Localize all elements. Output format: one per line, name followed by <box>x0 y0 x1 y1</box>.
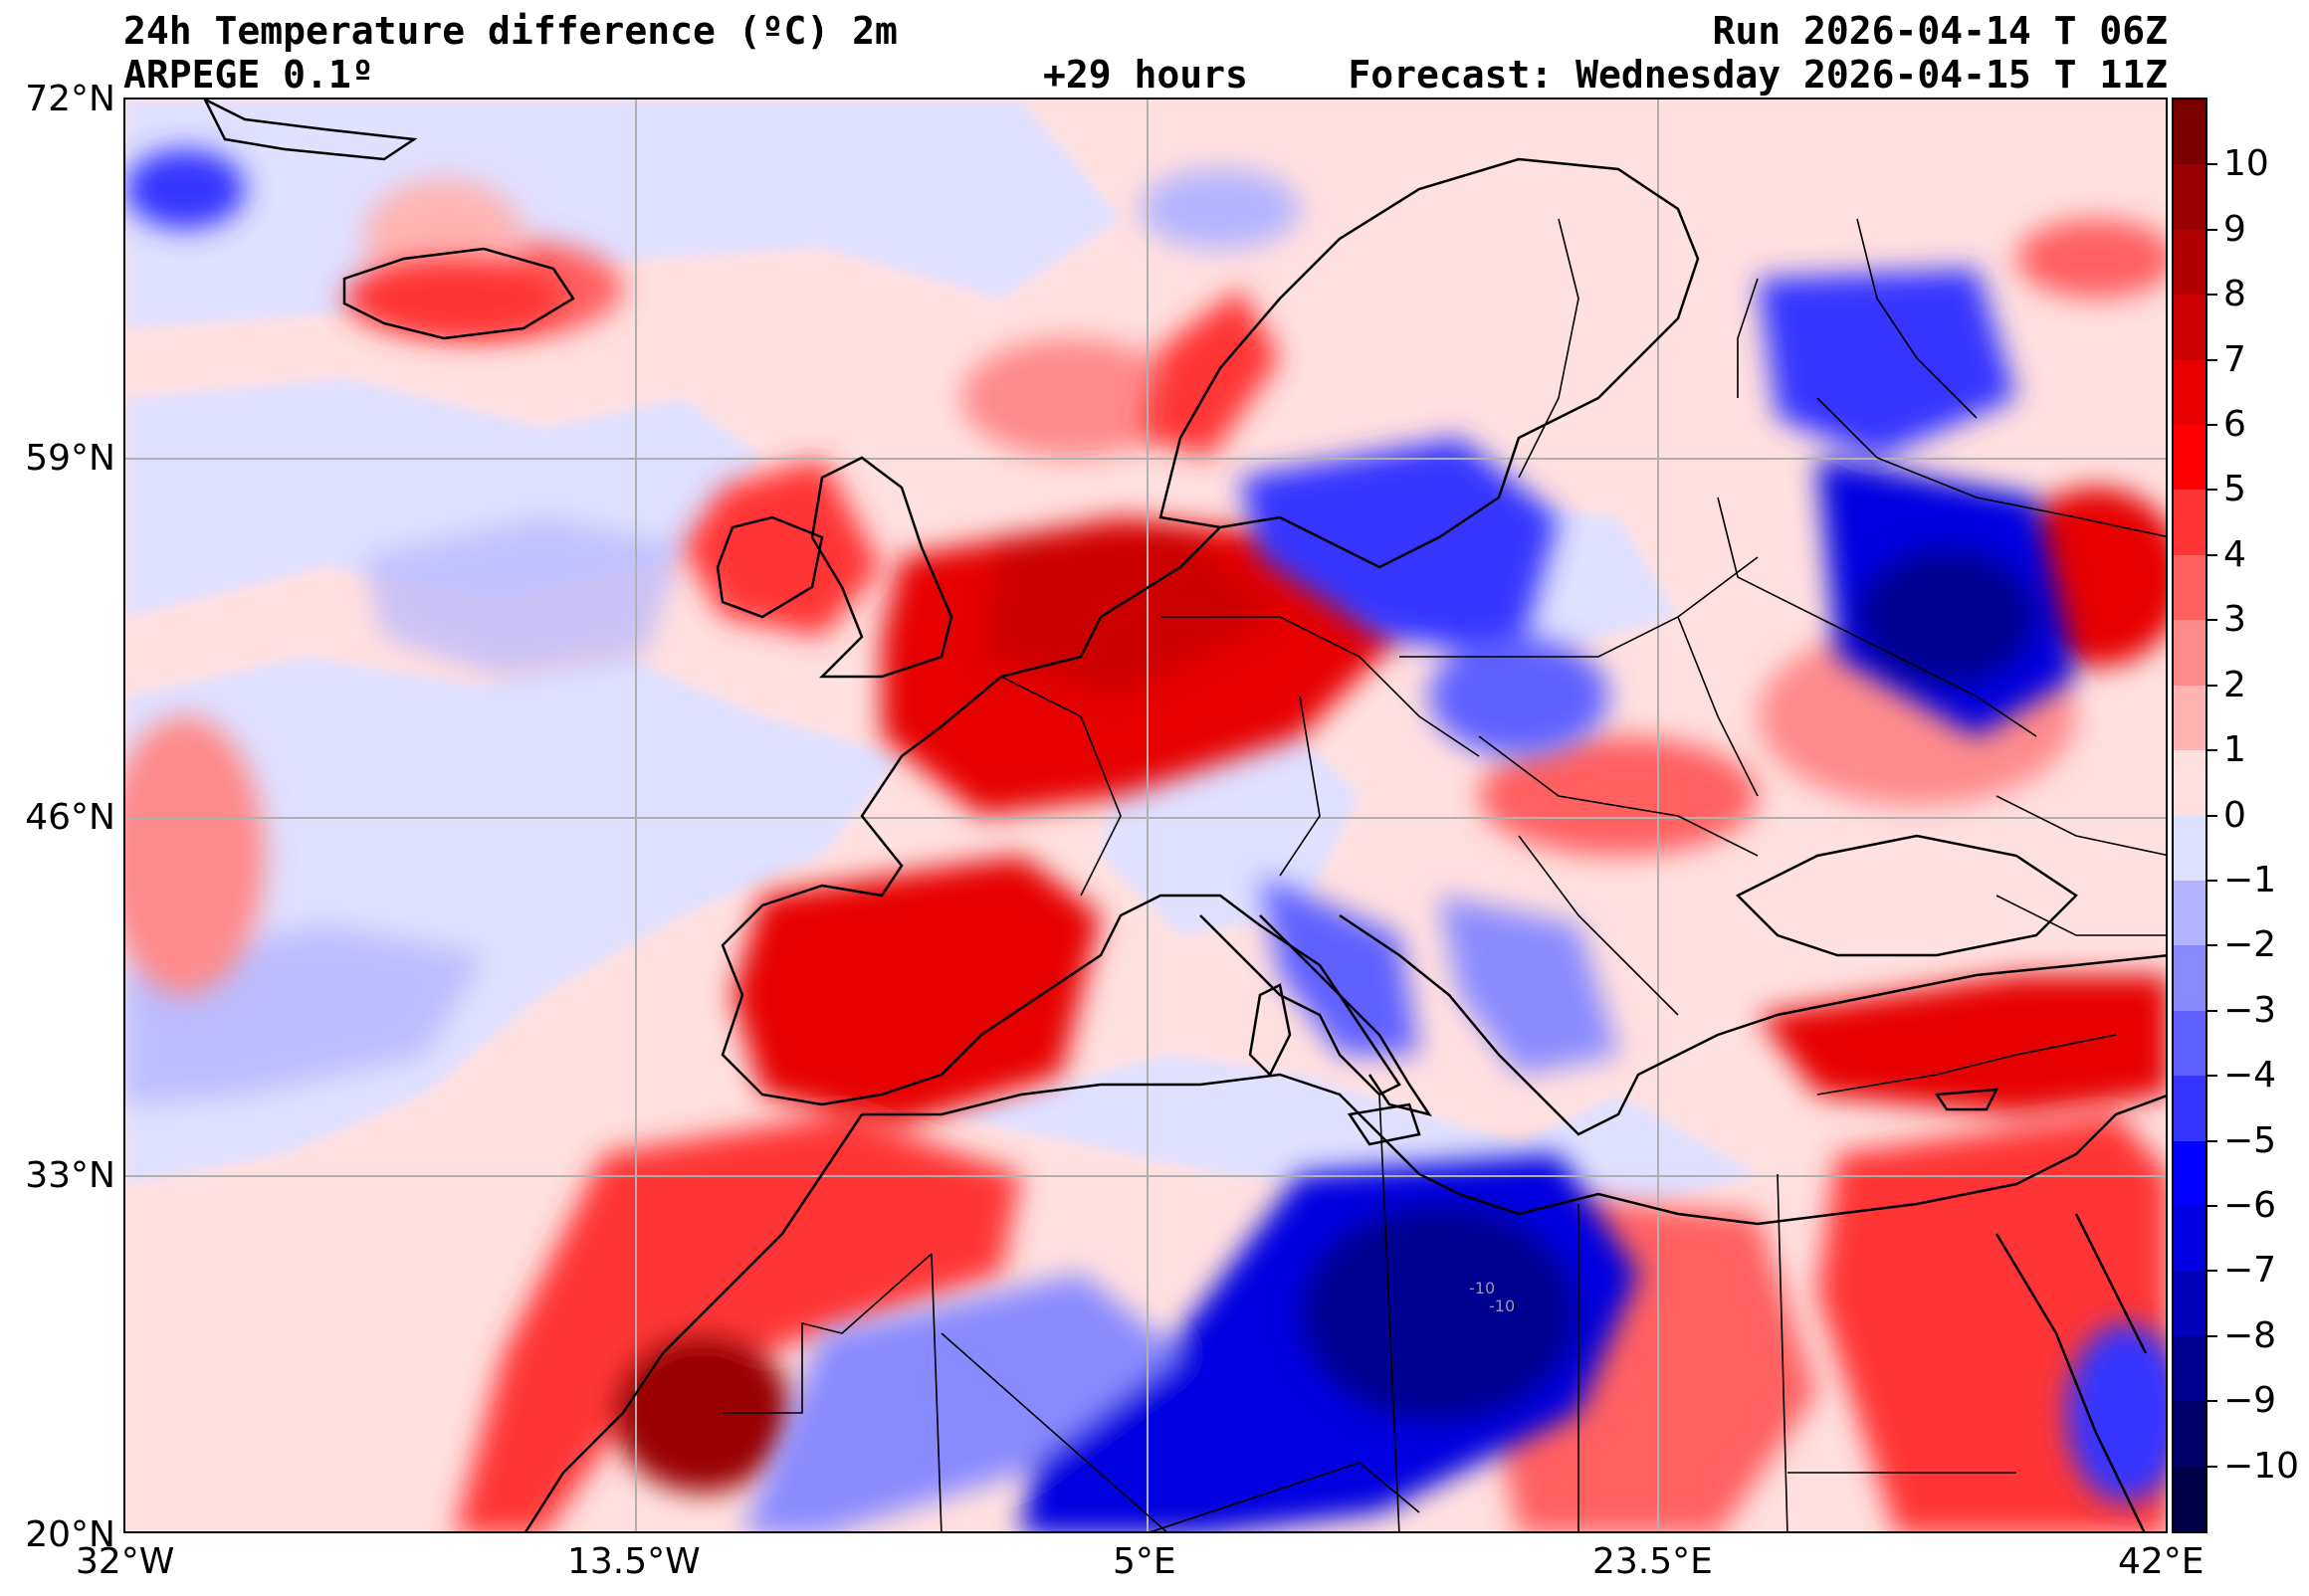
cool-land-regions <box>743 269 2166 1531</box>
lead-time-label: +29 hours <box>1043 53 1248 97</box>
colorbar-segment <box>2174 945 2205 1012</box>
colorbar-segment <box>2174 815 2205 882</box>
colorbar-tick <box>2207 1204 2217 1207</box>
lat-label-59: 59°N <box>25 438 115 479</box>
colorbar-segment <box>2174 359 2205 427</box>
colorbar-tick <box>2207 1400 2217 1403</box>
colorbar-label: 0 <box>2223 794 2246 836</box>
colorbar-label: 6 <box>2223 404 2246 446</box>
map-canvas: -10 -10 <box>125 100 2166 1531</box>
lon-label-32w: 32°W <box>76 1541 175 1582</box>
colorbar-segment <box>2174 1401 2205 1468</box>
colorbar-tick <box>2207 1334 2217 1337</box>
colorbar-tick <box>2207 814 2217 817</box>
colorbar-segment <box>2174 1076 2205 1142</box>
colorbar-tick <box>2207 944 2217 947</box>
colorbar-label: 7 <box>2223 338 2246 380</box>
colorbar-label: 3 <box>2223 599 2246 641</box>
colorbar-segment <box>2174 620 2205 687</box>
colorbar-tick <box>2207 1465 2217 1468</box>
colorbar-label: −3 <box>2223 989 2277 1031</box>
colorbar-label: 4 <box>2223 533 2246 575</box>
colorbar-label: 2 <box>2223 664 2246 705</box>
contour-label-1: -10 <box>1469 1279 1495 1297</box>
colorbar-label: −10 <box>2223 1445 2299 1487</box>
temperature-map: -10 -10 <box>123 98 2168 1533</box>
colorbar-segment <box>2174 1466 2205 1531</box>
gridlines <box>125 100 2166 1531</box>
colorbar-label: −1 <box>2223 859 2277 900</box>
colorbar-tick <box>2207 1139 2217 1142</box>
colorbar-segment <box>2174 490 2205 556</box>
lat-label-46: 46°N <box>25 797 115 838</box>
colorbar-segment <box>2174 750 2205 817</box>
country-borders <box>723 218 2166 1531</box>
lon-label-5e: 5°E <box>1113 1541 1176 1582</box>
colorbar-label: −8 <box>2223 1314 2277 1356</box>
colorbar-segment <box>2174 1010 2205 1078</box>
colorbar-label: 8 <box>2223 274 2246 315</box>
colorbar-segment <box>2174 164 2205 231</box>
colorbar-label: −5 <box>2223 1119 2277 1161</box>
colorbar-tick <box>2207 749 2217 752</box>
colorbar-tick <box>2207 163 2217 166</box>
colorbar-tick <box>2207 553 2217 556</box>
coastlines <box>203 100 2166 1531</box>
lon-label-13w: 13.5°W <box>567 1541 701 1582</box>
colorbar-segment <box>2174 425 2205 492</box>
colorbar-segment <box>2174 1140 2205 1207</box>
colorbar-label: −7 <box>2223 1250 2277 1292</box>
contour-label-2: -10 <box>1489 1297 1515 1315</box>
colorbar-label: 9 <box>2223 208 2246 250</box>
colorbar-segment <box>2174 1335 2205 1403</box>
colorbar-label: −6 <box>2223 1184 2277 1226</box>
colorbar-label: −4 <box>2223 1055 2277 1097</box>
colorbar-tick <box>2207 294 2217 297</box>
colorbar <box>2172 98 2207 1533</box>
colorbar-tick <box>2207 358 2217 361</box>
lat-label-20: 20°N <box>25 1514 115 1555</box>
colorbar-label: −9 <box>2223 1380 2277 1422</box>
lon-label-42e: 42°E <box>2118 1541 2204 1582</box>
colorbar-tick <box>2207 619 2217 622</box>
colorbar-segment <box>2174 554 2205 622</box>
colorbar-segment <box>2174 100 2205 166</box>
run-label: Run 2026-04-14 T 06Z <box>1712 9 2168 53</box>
colorbar-label: −2 <box>2223 924 2277 966</box>
colorbar-segment <box>2174 1271 2205 1337</box>
colorbar-tick <box>2207 424 2217 427</box>
colorbar-segment <box>2174 229 2205 297</box>
lon-label-23e: 23.5°E <box>1592 1541 1713 1582</box>
colorbar-label: 1 <box>2223 729 2246 771</box>
forecast-label: Forecast: Wednesday 2026-04-15 T 11Z <box>1348 53 2168 97</box>
colorbar-tick <box>2207 684 2217 687</box>
colorbar-label: 10 <box>2223 143 2269 185</box>
colorbar-tick <box>2207 228 2217 231</box>
colorbar-tick <box>2207 1075 2217 1078</box>
colorbar-tick <box>2207 1270 2217 1273</box>
colorbar-tick <box>2207 1009 2217 1012</box>
colorbar-tick <box>2207 489 2217 492</box>
colorbar-label: 5 <box>2223 469 2246 510</box>
chart-title: 24h Temperature difference (ºC) 2m <box>123 9 898 53</box>
colorbar-segment <box>2174 295 2205 361</box>
colorbar-segment <box>2174 1205 2205 1273</box>
lat-label-72: 72°N <box>25 79 115 119</box>
lat-label-33: 33°N <box>25 1155 115 1196</box>
colorbar-segment <box>2174 685 2205 752</box>
colorbar-tick <box>2207 879 2217 882</box>
model-label: ARPEGE 0.1º <box>123 53 374 97</box>
colorbar-segment <box>2174 880 2205 947</box>
